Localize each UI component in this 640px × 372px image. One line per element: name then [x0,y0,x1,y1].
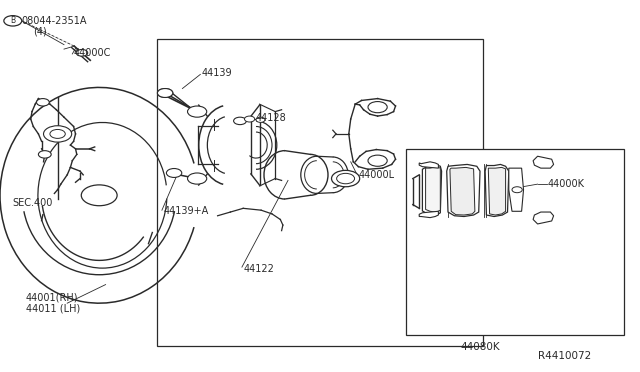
Text: 44139: 44139 [202,68,232,78]
Polygon shape [488,167,506,215]
Text: 44000K: 44000K [547,179,584,189]
Circle shape [36,99,49,106]
Text: R4410072: R4410072 [538,352,591,361]
Polygon shape [422,164,442,216]
Text: 08044-2351A: 08044-2351A [22,16,87,26]
Circle shape [337,173,355,184]
Circle shape [81,185,117,206]
Circle shape [4,16,22,26]
Text: B: B [10,16,15,25]
Circle shape [38,151,51,158]
Text: 44080K: 44080K [460,342,500,352]
Polygon shape [509,168,524,211]
Circle shape [332,170,360,187]
Polygon shape [419,211,438,218]
Circle shape [244,116,255,122]
Circle shape [256,117,265,122]
Polygon shape [533,212,554,224]
Bar [406,149,624,335]
Polygon shape [485,164,509,217]
Circle shape [157,89,173,97]
Circle shape [50,129,65,138]
Circle shape [368,102,387,113]
Circle shape [512,187,522,193]
Text: 44128: 44128 [256,113,287,123]
Circle shape [188,173,207,184]
Text: 44139+A: 44139+A [163,206,209,216]
Polygon shape [533,156,554,168]
Text: (4): (4) [33,27,47,36]
Text: 44122: 44122 [243,264,274,273]
Text: 44001(RH): 44001(RH) [26,293,78,302]
Text: 44011 (LH): 44011 (LH) [26,303,80,313]
Circle shape [76,49,88,56]
Polygon shape [447,164,480,217]
Circle shape [166,169,182,177]
Text: 44000C: 44000C [74,48,111,58]
Circle shape [234,117,246,125]
Polygon shape [450,167,475,215]
Text: 44000L: 44000L [358,170,394,180]
Circle shape [44,126,72,142]
Bar [157,39,483,346]
Circle shape [188,106,207,117]
Circle shape [368,155,387,166]
Text: SEC.400: SEC.400 [13,198,53,208]
Polygon shape [419,162,438,168]
Polygon shape [426,167,440,212]
